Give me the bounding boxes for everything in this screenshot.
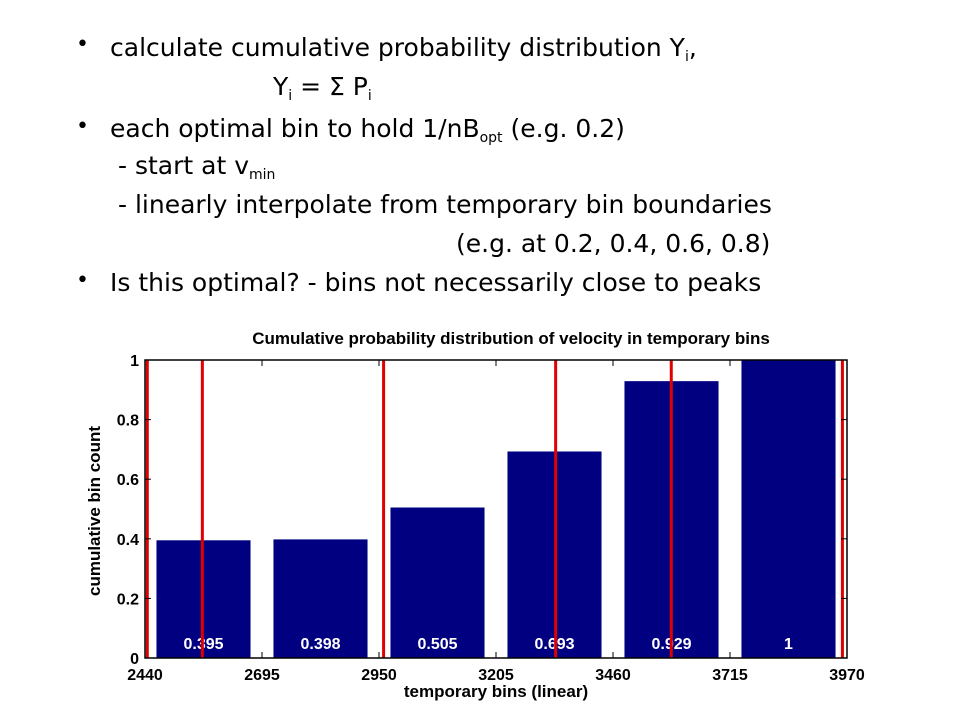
x-tick-label: 2950 (361, 667, 397, 684)
subpoint-example: (e.g. at 0.2, 0.4, 0.6, 0.8) (456, 229, 771, 258)
chart-title: Cumulative probability distribution of v… (252, 329, 770, 348)
cumulative-chart: Cumulative probability distribution of v… (85, 329, 865, 701)
x-tick-label: 2440 (127, 667, 163, 684)
x-tick-label: 3205 (478, 667, 514, 684)
bullet-optimal-question: Is this optimal? - bins not necessarily … (110, 268, 762, 297)
y-axis: 0 0.2 0.4 0.6 0.8 1 (117, 353, 847, 668)
y-axis-label: cumulative bin count (85, 426, 104, 596)
bars-group (156, 360, 836, 658)
y-tick-label: 0.6 (117, 472, 139, 489)
bar (390, 507, 485, 658)
y-tick-label: 0.2 (117, 591, 139, 608)
bar-data-label: 0.398 (300, 636, 340, 653)
bullet-optimal-bin: each optimal bin to hold 1/nBopt (e.g. 0… (110, 114, 625, 146)
bullet-cumulative: calculate cumulative probability distrib… (110, 33, 697, 65)
bar-data-label: 0.505 (417, 636, 457, 653)
y-tick-label: 0.4 (117, 532, 139, 549)
bullet-list: • calculate cumulative probability distr… (0, 0, 960, 310)
boundary-lines-group (145, 360, 844, 658)
bar (741, 360, 836, 658)
x-axis-label: temporary bins (linear) (404, 682, 588, 701)
bullet-dot: • (76, 114, 89, 139)
y-tick-label: 1 (130, 353, 139, 370)
subpoint-interpolate: - linearly interpolate from temporary bi… (118, 190, 772, 219)
x-tick-label: 3715 (712, 667, 748, 684)
plot-frame (144, 359, 848, 659)
x-tick-label: 3460 (595, 667, 631, 684)
subpoint-start: - start at vmin (118, 151, 276, 183)
bullet-dot: • (76, 268, 89, 293)
x-axis: 2440 2695 2950 3205 3460 3715 3970 (127, 360, 865, 684)
x-tick-label: 3970 (829, 667, 865, 684)
bullet-dot: • (76, 32, 89, 57)
y-tick-label: 0 (130, 651, 139, 668)
bar-data-label: 1 (784, 636, 793, 653)
x-tick-label: 2695 (244, 667, 280, 684)
bar (273, 539, 368, 658)
y-tick-label: 0.8 (117, 413, 139, 430)
formula-line: Yi = Σ Pi (273, 72, 372, 104)
